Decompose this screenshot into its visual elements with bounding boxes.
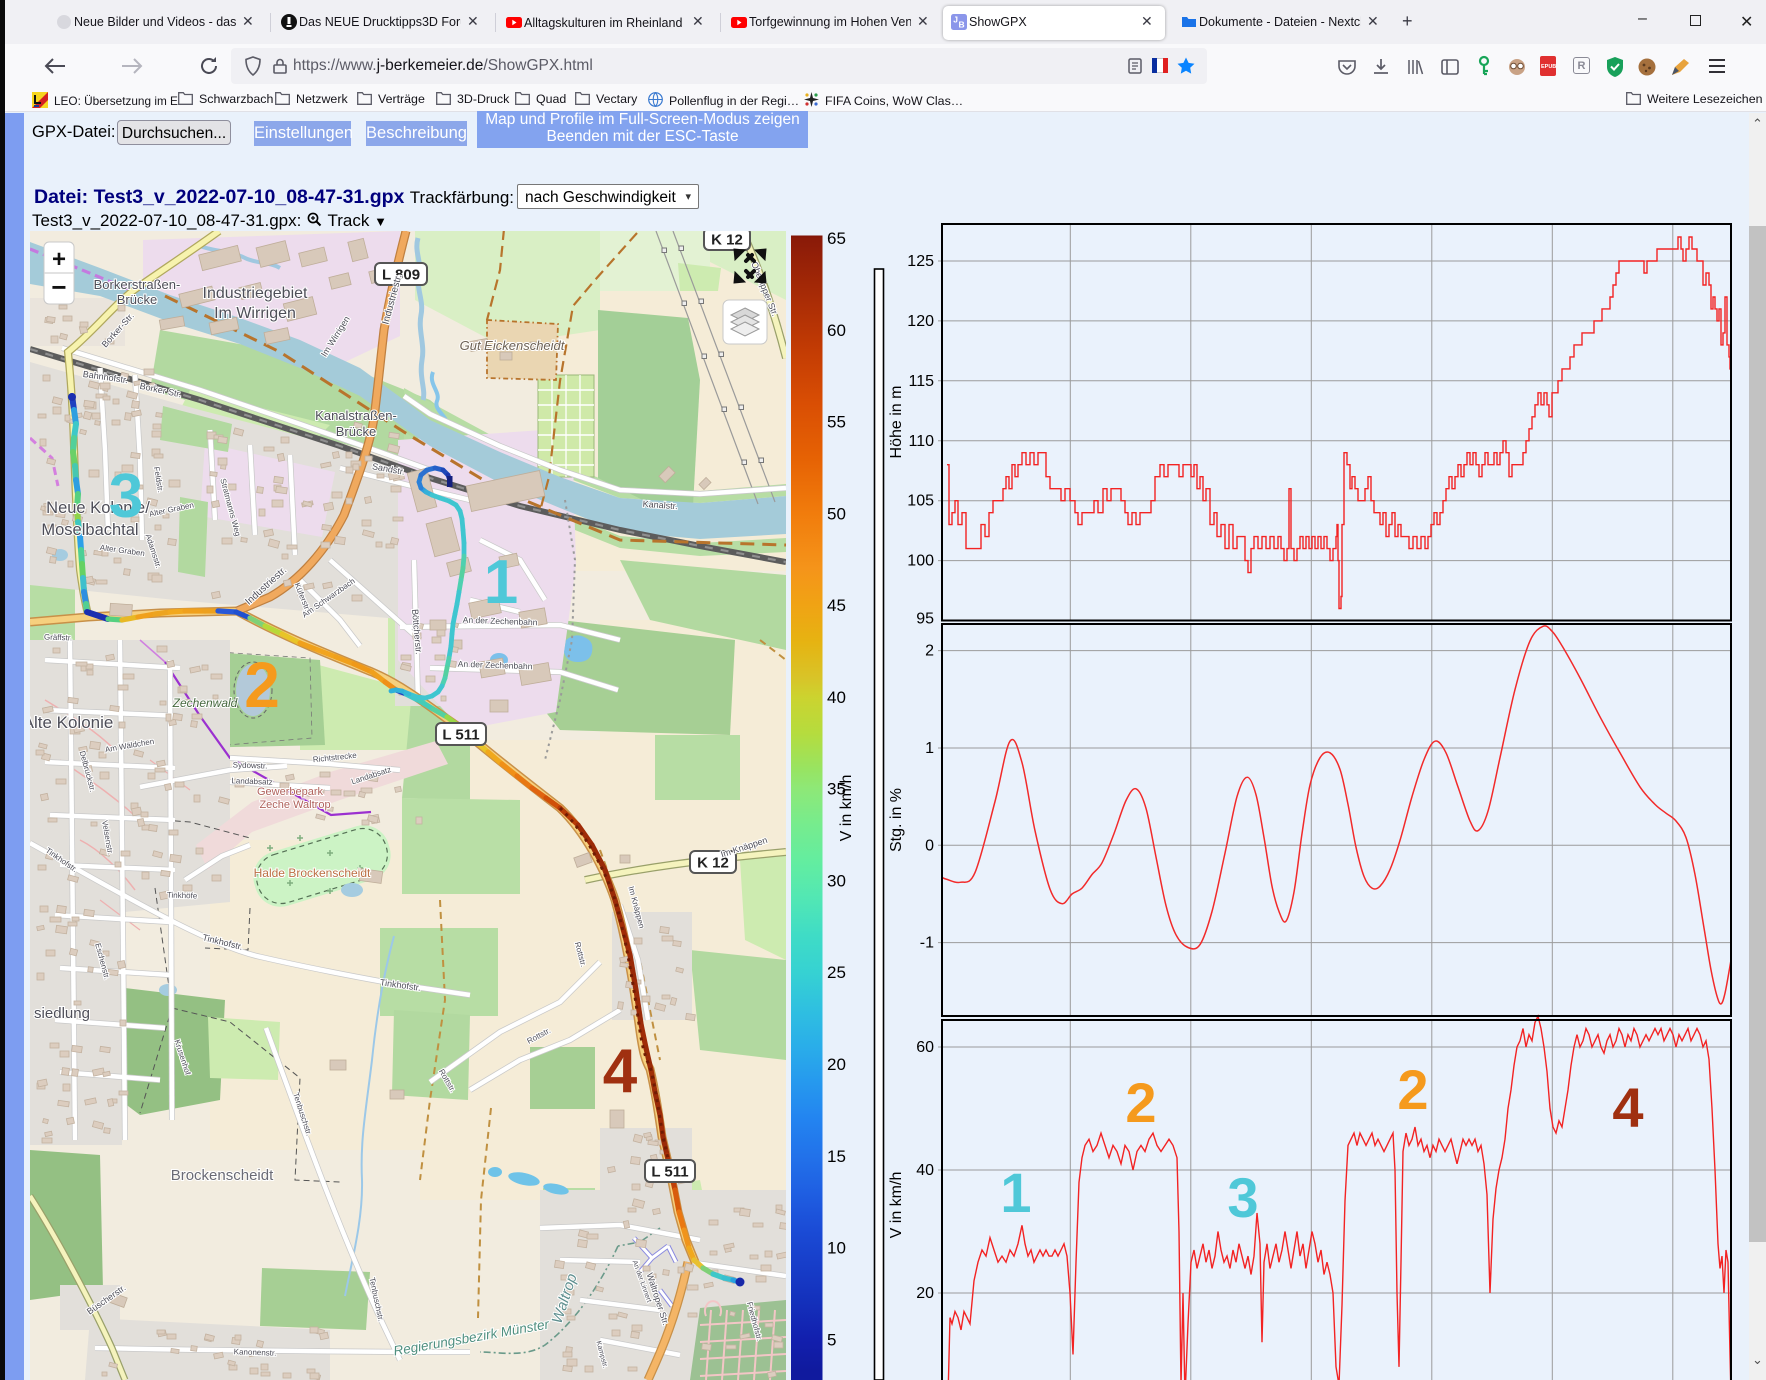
svg-text:-1: -1 xyxy=(920,935,934,952)
svg-text:100: 100 xyxy=(907,553,934,570)
svg-text:siedlung: siedlung xyxy=(34,1005,90,1022)
svg-text:Höhe in m: Höhe in m xyxy=(888,386,905,459)
svg-text:1: 1 xyxy=(484,548,518,617)
svg-text:An der Zechenbahn: An der Zechenbahn xyxy=(463,615,538,628)
svg-text:Kanonenstr.: Kanonenstr. xyxy=(234,1347,277,1357)
svg-text:15: 15 xyxy=(827,1147,846,1166)
svg-text:115: 115 xyxy=(908,373,934,390)
svg-text:Gräffstr.: Gräffstr. xyxy=(44,633,73,643)
svg-text:L 511: L 511 xyxy=(442,727,479,744)
svg-text:2: 2 xyxy=(1397,1058,1428,1121)
svg-text:L 809: L 809 xyxy=(382,267,420,284)
svg-text:Kanalstraßen-: Kanalstraßen- xyxy=(315,408,397,423)
svg-text:−: − xyxy=(51,272,66,302)
svg-text:50: 50 xyxy=(827,504,846,523)
svg-text:K 12: K 12 xyxy=(697,855,729,872)
svg-text:J: J xyxy=(953,15,958,25)
svg-text:95: 95 xyxy=(916,611,934,628)
svg-text:60: 60 xyxy=(827,321,846,340)
svg-text:L 511: L 511 xyxy=(651,1164,688,1181)
svg-text:40: 40 xyxy=(827,688,846,707)
svg-text:Gewerbepark: Gewerbepark xyxy=(257,786,324,798)
svg-text:0: 0 xyxy=(925,837,934,854)
svg-text:55: 55 xyxy=(827,413,846,432)
svg-text:Landabsatz: Landabsatz xyxy=(231,776,273,786)
svg-text:25: 25 xyxy=(827,963,846,982)
svg-text:40: 40 xyxy=(916,1162,934,1179)
svg-text:10: 10 xyxy=(827,1239,846,1258)
svg-text:20: 20 xyxy=(916,1285,934,1302)
svg-text:Alte Kolonie: Alte Kolonie xyxy=(30,713,113,732)
svg-text:60: 60 xyxy=(916,1039,934,1056)
svg-text:120: 120 xyxy=(907,313,934,330)
svg-text:Zechenwald: Zechenwald xyxy=(172,696,238,710)
svg-text:Industriegebiet: Industriegebiet xyxy=(203,285,309,302)
svg-text:2: 2 xyxy=(925,643,934,660)
svg-text:Kanalstr.: Kanalstr. xyxy=(642,499,678,511)
svg-text:B: B xyxy=(959,20,965,30)
svg-text:4: 4 xyxy=(603,1037,638,1106)
svg-text:Zeche Waltrop: Zeche Waltrop xyxy=(259,799,330,811)
svg-text:45: 45 xyxy=(827,596,846,615)
svg-text:Tinkhöfe: Tinkhöfe xyxy=(167,890,198,900)
svg-text:Brücke: Brücke xyxy=(336,424,376,439)
svg-text:Sydowstr.: Sydowstr. xyxy=(233,760,268,770)
svg-text:Im Wirrigen: Im Wirrigen xyxy=(214,305,296,322)
svg-text:Brücke: Brücke xyxy=(117,292,157,307)
svg-text:2: 2 xyxy=(1125,1071,1156,1134)
svg-text:30: 30 xyxy=(827,871,846,890)
svg-text:V in km/h: V in km/h xyxy=(838,775,855,842)
svg-text:35: 35 xyxy=(827,780,846,799)
svg-text:Brockenscheidt: Brockenscheidt xyxy=(171,1167,274,1184)
svg-text:An der Zechenbahn: An der Zechenbahn xyxy=(458,659,533,672)
svg-text:20: 20 xyxy=(827,1055,846,1074)
svg-text:2: 2 xyxy=(244,649,280,721)
svg-text:V in km/h: V in km/h xyxy=(888,1172,905,1239)
svg-text:1: 1 xyxy=(925,740,934,757)
svg-text:K 12: K 12 xyxy=(711,232,743,249)
svg-text:5: 5 xyxy=(827,1330,836,1349)
svg-text:Stg. in %: Stg. in % xyxy=(888,788,905,852)
svg-text:110: 110 xyxy=(908,433,934,450)
svg-text:Moselbachtal: Moselbachtal xyxy=(41,521,138,539)
svg-text:+: + xyxy=(52,246,66,273)
svg-text:3: 3 xyxy=(109,462,143,531)
svg-text:Neue Kolonie/: Neue Kolonie/ xyxy=(46,499,150,517)
svg-text:Borkerstraßen-: Borkerstraßen- xyxy=(94,277,181,292)
svg-text:125: 125 xyxy=(907,253,934,270)
svg-text:105: 105 xyxy=(907,493,934,510)
svg-text:65: 65 xyxy=(827,231,846,248)
svg-text:1: 1 xyxy=(1000,1161,1031,1224)
svg-text:4: 4 xyxy=(1612,1076,1643,1139)
svg-text:Halde Brockenscheidt: Halde Brockenscheidt xyxy=(254,866,371,880)
svg-text:Gut Eickenscheidt: Gut Eickenscheidt xyxy=(460,338,566,353)
svg-text:3: 3 xyxy=(1227,1166,1258,1229)
